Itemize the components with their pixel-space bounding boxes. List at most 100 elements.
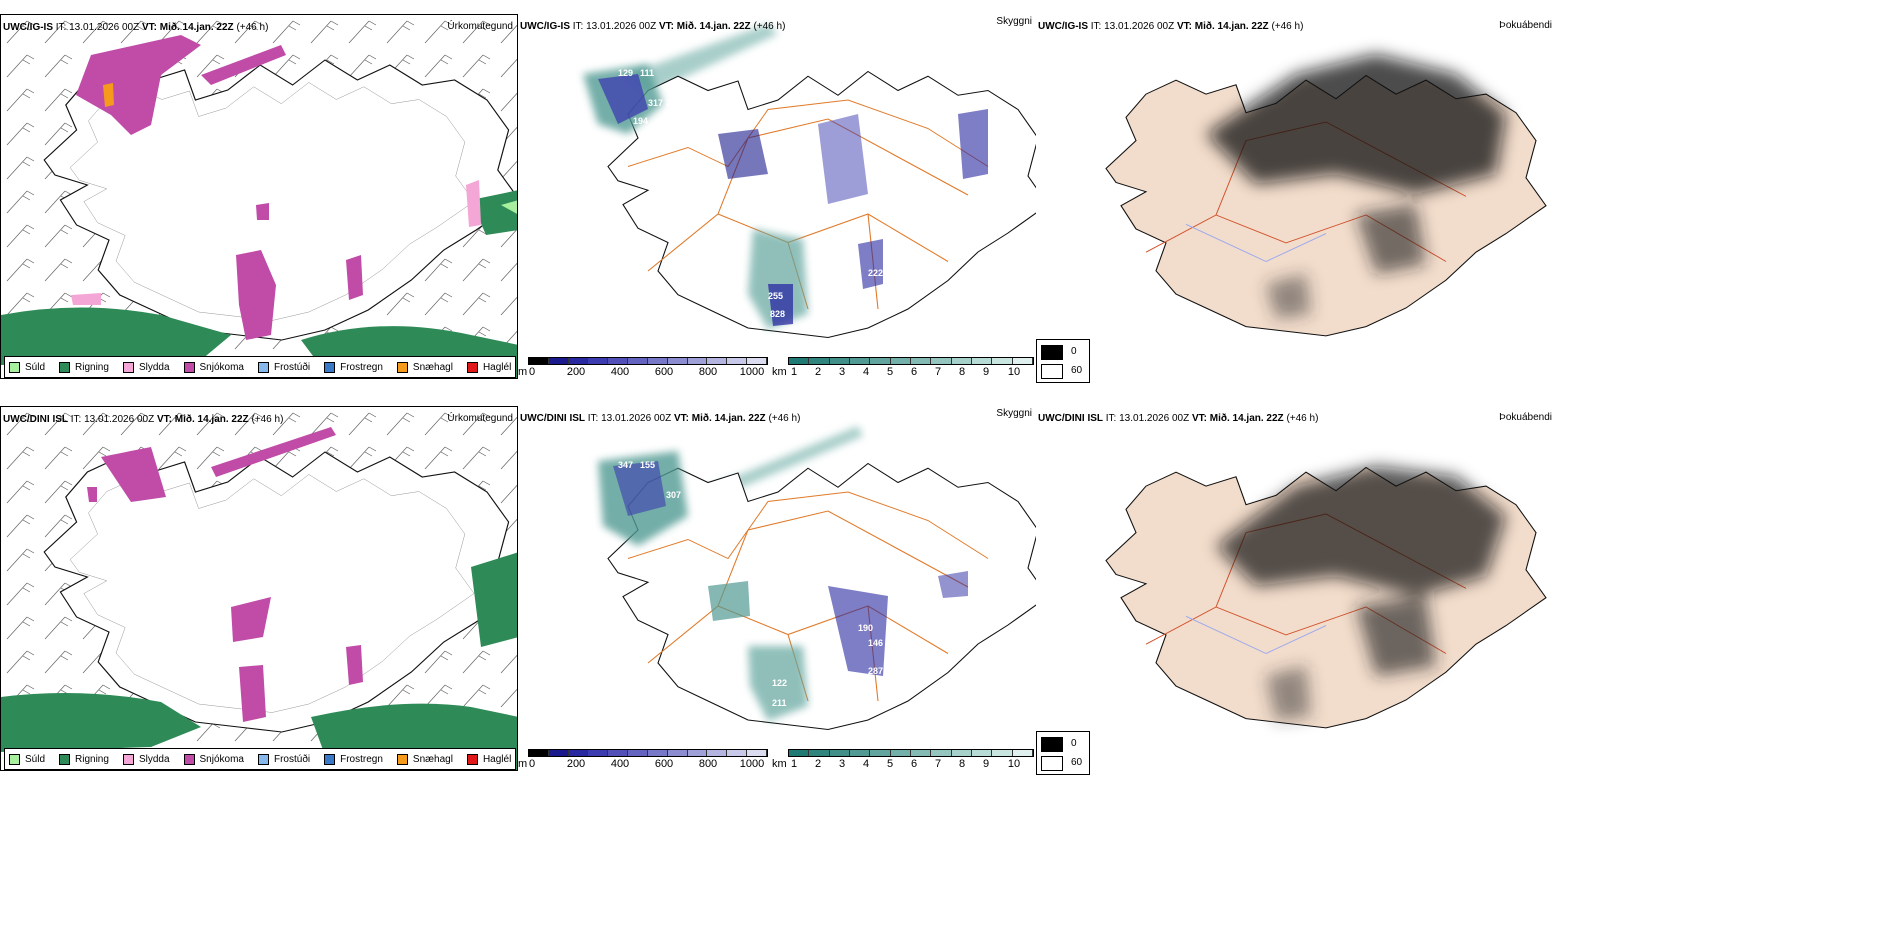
ceiling-color-step: [707, 358, 728, 364]
panel-title: UWC/DINI ISL IT: 13.01.2026 00Z VT: Mið.…: [1038, 413, 1319, 424]
legend-item-freezing-drizzle: Frostúði: [257, 361, 310, 373]
fog-indicator-panel-row2: UWC/DINI ISL IT: 13.01.2026 00Z VT: Mið.…: [1036, 406, 1556, 771]
visibility-color-step: [931, 750, 952, 756]
visibility-colorbar-bar: [788, 357, 1034, 365]
panel-title: UWC/IG-IS IT: 13.01.2026 00Z VT: Mið. 14…: [1038, 21, 1304, 32]
visibility-color-step: [1012, 750, 1033, 756]
ceiling-unit: m: [518, 758, 528, 770]
ceiling-colorbar: m 0 200 400 600 800 1000 km 1 2 3 4 5 6 …: [518, 749, 1036, 770]
visibility-value: 828: [770, 309, 785, 319]
legend-item-freezing-rain: Frostregn: [324, 361, 383, 373]
panel-title: UWC/DINI ISL IT: 13.01.2026 00Z VT: Mið.…: [520, 413, 801, 424]
visibility-color-step: [931, 358, 952, 364]
legend-item-freezing-rain: Frostregn: [324, 753, 383, 765]
visibility-color-step: [849, 750, 871, 756]
ceiling-colorbar: m 0 200 400 600 800 1000 km 1 2 3 4 5 6 …: [518, 357, 1036, 378]
ceiling-color-step: [707, 750, 728, 756]
visibility-color-step: [789, 358, 810, 364]
ceiling-color-step: [568, 358, 589, 364]
visibility-tick: 2: [814, 758, 822, 770]
legend-swatch: [122, 753, 134, 765]
fog-legend-value: 0: [1071, 738, 1077, 749]
fog-areas: [1216, 466, 1506, 721]
ceiling-color-step: [747, 750, 767, 756]
visibility-tick: 10: [1007, 366, 1021, 378]
fog-legend-value: 60: [1071, 365, 1083, 376]
visibility-tick: 3: [838, 366, 846, 378]
visibility-color-step: [971, 750, 993, 756]
visibility-tick: 7: [934, 758, 942, 770]
visibility-color-step: [951, 358, 972, 364]
ceiling-tick: 1000: [739, 758, 765, 770]
visibility-color-step: [951, 750, 972, 756]
ceiling-color-step: [647, 750, 668, 756]
legend-swatch: [122, 361, 134, 373]
visibility-map: 129 111 317 200 194 255 828 222: [583, 24, 1036, 339]
visibility-value: 129: [618, 68, 633, 78]
visibility-value: 287: [868, 666, 883, 676]
legend-item-snow-pellets: Snæhagl: [396, 361, 453, 373]
legend-item-drizzle: Súld: [9, 753, 45, 765]
visibility-color-step: [789, 750, 810, 756]
visibility-color-step: [870, 750, 891, 756]
ceiling-color-step: [727, 358, 748, 364]
precip-type-panel-row2: UWC/DINI ISL IT: 13.01.2026 00Z VT: Mið.…: [0, 406, 518, 771]
ceiling-unit: m: [518, 366, 528, 378]
legend-item-hail: Haglél: [466, 361, 511, 373]
visibility-value: 255: [768, 291, 783, 301]
visibility-tick: 9: [982, 366, 990, 378]
panel-title: UWC/IG-IS IT: 13.01.2026 00Z VT: Mið. 14…: [520, 21, 786, 32]
precip-legend: Súld Rigning Slydda Snjókoma Frostúði Fr…: [4, 356, 517, 378]
ceiling-color-step: [608, 750, 629, 756]
ceiling-color-step: [628, 358, 648, 364]
legend-item-freezing-drizzle: Frostúði: [257, 753, 310, 765]
precip-map: [1, 407, 517, 770]
visibility-tick: 3: [838, 758, 846, 770]
fog-swatch-black: [1041, 737, 1063, 752]
ceiling-color-step: [727, 750, 748, 756]
precip-legend: Súld Rigning Slydda Snjókoma Frostúði Fr…: [4, 748, 517, 770]
legend-item-sleet: Slydda: [122, 753, 170, 765]
visibility-value: 194: [633, 116, 648, 126]
fog-map: [1105, 54, 1547, 337]
visibility-unit: km: [772, 758, 787, 770]
visibility-map: 347 155 307 190 146 287 122 211: [598, 426, 1036, 731]
visibility-color-step: [809, 750, 830, 756]
visibility-color-step: [849, 358, 871, 364]
fog-swatch-white: [1041, 756, 1063, 771]
ceiling-color-step: [529, 750, 549, 756]
fog-legend-row2: 0 60: [1036, 731, 1090, 775]
visibility-label: Skyggni: [996, 408, 1032, 419]
legend-swatch: [466, 361, 478, 373]
visibility-value: 317: [648, 98, 663, 108]
visibility-color-step: [910, 358, 932, 364]
legend-item-snow-pellets: Snæhagl: [396, 753, 453, 765]
visibility-tick: 9: [982, 758, 990, 770]
visibility-tick: 8: [958, 366, 966, 378]
ceiling-tick: 200: [566, 758, 586, 770]
ceiling-color-step: [747, 358, 767, 364]
ceiling-color-step: [687, 358, 708, 364]
fog-map: [1105, 466, 1547, 729]
legend-swatch: [59, 361, 71, 373]
legend-swatch: [183, 753, 195, 765]
visibility-color-step: [870, 358, 891, 364]
fog-indicator-panel-row1: UWC/IG-IS IT: 13.01.2026 00Z VT: Mið. 14…: [1036, 14, 1556, 379]
ceiling-tick: 400: [610, 366, 630, 378]
visibility-value: 347: [618, 460, 633, 470]
visibility-color-step: [1012, 358, 1033, 364]
low-ceiling-areas: [583, 64, 988, 329]
visibility-value: 200: [666, 98, 681, 108]
visibility-unit: km: [772, 366, 787, 378]
visibility-tick: 2: [814, 366, 822, 378]
ceiling-color-step: [548, 750, 569, 756]
legend-swatch: [9, 753, 20, 765]
ceiling-colorbar-bar: [528, 749, 768, 757]
legend-item-drizzle: Súld: [9, 361, 45, 373]
ceiling-tick: 600: [654, 366, 674, 378]
visibility-value: 307: [666, 490, 681, 500]
legend-item-snow: Snjókoma: [183, 753, 244, 765]
legend-swatch: [257, 753, 269, 765]
visibility-color-step: [809, 358, 830, 364]
visibility-tick: 4: [862, 758, 870, 770]
